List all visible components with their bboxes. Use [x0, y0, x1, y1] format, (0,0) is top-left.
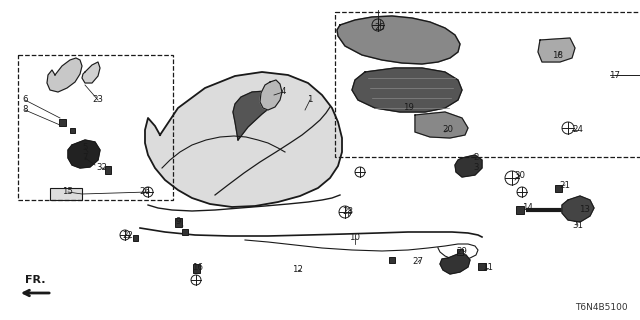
Text: 29: 29 — [456, 247, 467, 257]
Text: 17: 17 — [609, 70, 621, 79]
Text: 22: 22 — [122, 230, 134, 239]
Text: 8: 8 — [22, 106, 28, 115]
Text: 30: 30 — [515, 171, 525, 180]
Text: 7: 7 — [83, 154, 88, 163]
Polygon shape — [233, 91, 280, 140]
Polygon shape — [47, 58, 82, 92]
Bar — [554, 185, 561, 191]
Bar — [193, 263, 200, 273]
Text: 10: 10 — [349, 234, 360, 243]
Polygon shape — [337, 16, 460, 64]
Text: 26: 26 — [140, 188, 150, 196]
Polygon shape — [440, 254, 470, 274]
Text: 24: 24 — [573, 125, 584, 134]
Polygon shape — [260, 80, 282, 110]
Text: 32: 32 — [97, 164, 108, 172]
Text: FR.: FR. — [25, 275, 45, 285]
Polygon shape — [538, 38, 575, 62]
Text: 23: 23 — [93, 95, 104, 105]
Polygon shape — [455, 155, 482, 177]
Text: 27: 27 — [413, 258, 424, 267]
Text: 16: 16 — [193, 263, 204, 273]
Text: 1: 1 — [307, 95, 313, 105]
Polygon shape — [562, 196, 594, 222]
Text: 2: 2 — [473, 154, 479, 163]
Text: 9: 9 — [175, 218, 180, 227]
Polygon shape — [68, 140, 100, 168]
Text: 14: 14 — [522, 204, 534, 212]
Text: 31: 31 — [573, 220, 584, 229]
Bar — [58, 118, 65, 125]
Bar — [335, 12, 640, 157]
Text: 15: 15 — [63, 188, 74, 196]
Text: 25: 25 — [374, 23, 385, 33]
Bar — [50, 188, 82, 200]
Text: 5: 5 — [83, 143, 88, 153]
Bar — [182, 229, 188, 235]
Polygon shape — [82, 62, 100, 83]
Bar — [478, 262, 486, 269]
Text: T6N4B5100: T6N4B5100 — [575, 303, 628, 312]
Bar — [70, 127, 74, 132]
Text: 20: 20 — [442, 125, 454, 134]
Bar — [132, 235, 138, 241]
Text: 6: 6 — [22, 95, 28, 105]
Polygon shape — [145, 72, 342, 207]
Bar — [457, 249, 463, 255]
Text: 4: 4 — [280, 87, 285, 97]
Bar — [516, 206, 524, 214]
Bar — [175, 218, 182, 227]
Text: 12: 12 — [292, 266, 303, 275]
Text: 28: 28 — [342, 207, 353, 217]
Bar — [18, 55, 173, 200]
Text: 21: 21 — [559, 180, 570, 189]
Bar — [389, 257, 395, 263]
Text: 11: 11 — [483, 263, 493, 273]
Text: 13: 13 — [579, 205, 591, 214]
Polygon shape — [352, 68, 462, 112]
Polygon shape — [415, 112, 468, 138]
Bar — [105, 166, 111, 174]
Text: 19: 19 — [403, 103, 413, 113]
Text: 18: 18 — [552, 51, 563, 60]
Text: 3: 3 — [473, 164, 479, 172]
